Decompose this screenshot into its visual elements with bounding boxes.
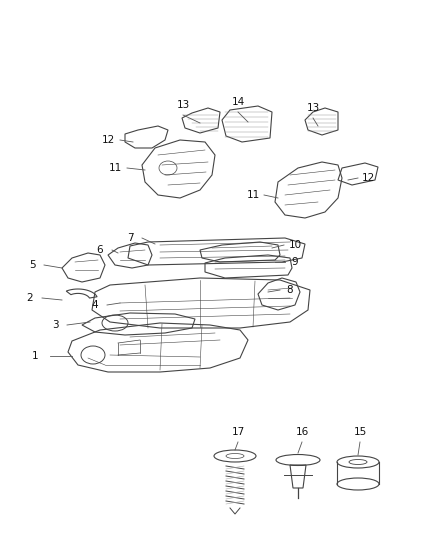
Text: 10: 10 [289, 240, 301, 250]
Text: 12: 12 [101, 135, 115, 145]
Text: 5: 5 [28, 260, 35, 270]
Text: 11: 11 [246, 190, 260, 200]
Text: 16: 16 [295, 427, 309, 437]
Text: 2: 2 [27, 293, 33, 303]
Text: 4: 4 [92, 300, 98, 310]
Text: 17: 17 [231, 427, 245, 437]
Text: 13: 13 [177, 100, 190, 110]
Text: 7: 7 [127, 233, 133, 243]
Text: 8: 8 [287, 285, 293, 295]
Text: 3: 3 [52, 320, 58, 330]
Text: 1: 1 [32, 351, 38, 361]
Text: 14: 14 [231, 97, 245, 107]
Text: 9: 9 [292, 257, 298, 267]
Text: 6: 6 [97, 245, 103, 255]
Text: 12: 12 [361, 173, 374, 183]
Text: 15: 15 [353, 427, 367, 437]
Text: 13: 13 [306, 103, 320, 113]
Text: 11: 11 [108, 163, 122, 173]
